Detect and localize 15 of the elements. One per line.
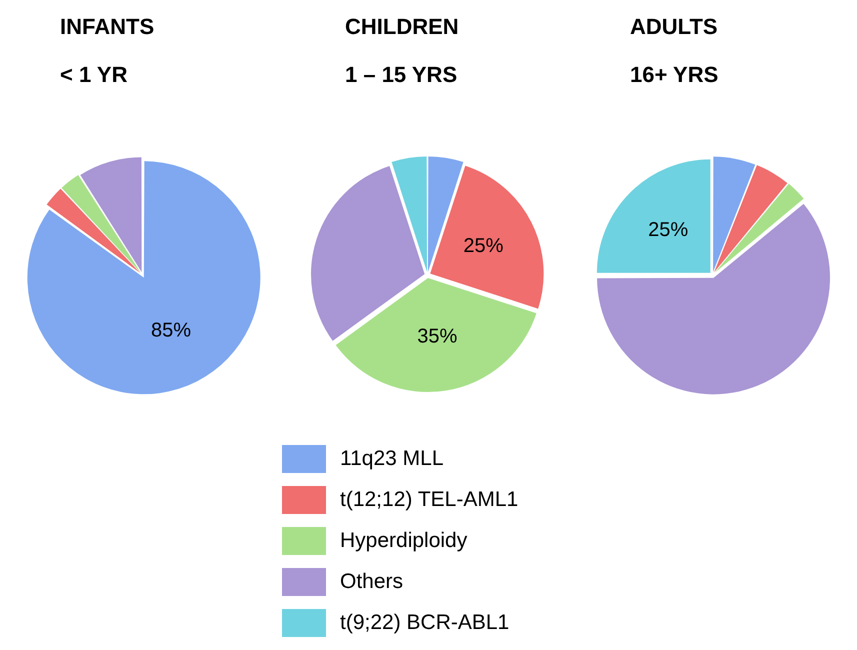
chart-subtitle: < 1 YR (60, 62, 128, 88)
chart-title: CHILDREN (345, 14, 459, 40)
chart-title: ADULTS (630, 14, 718, 40)
legend-label: Others (340, 570, 404, 594)
legend-label: 11q23 MLL (340, 446, 444, 470)
legend-label: Hyperdiploidy (340, 528, 468, 552)
data-label: 25% (463, 235, 504, 258)
chart-subtitle: 16+ YRS (630, 62, 718, 88)
chart-title: INFANTS (60, 14, 154, 40)
data-label: 35% (417, 325, 458, 348)
legend-label: t(12;12) TEL-AML1 (340, 488, 518, 512)
data-label: 25% (648, 219, 688, 242)
chart-subtitle: 1 – 15 YRS (345, 62, 458, 88)
legend-label: t(9;22) BCR-ABL1 (340, 610, 510, 634)
data-label: 85% (150, 319, 192, 342)
